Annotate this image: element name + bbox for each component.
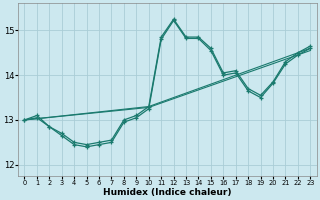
X-axis label: Humidex (Indice chaleur): Humidex (Indice chaleur) [103, 188, 232, 197]
